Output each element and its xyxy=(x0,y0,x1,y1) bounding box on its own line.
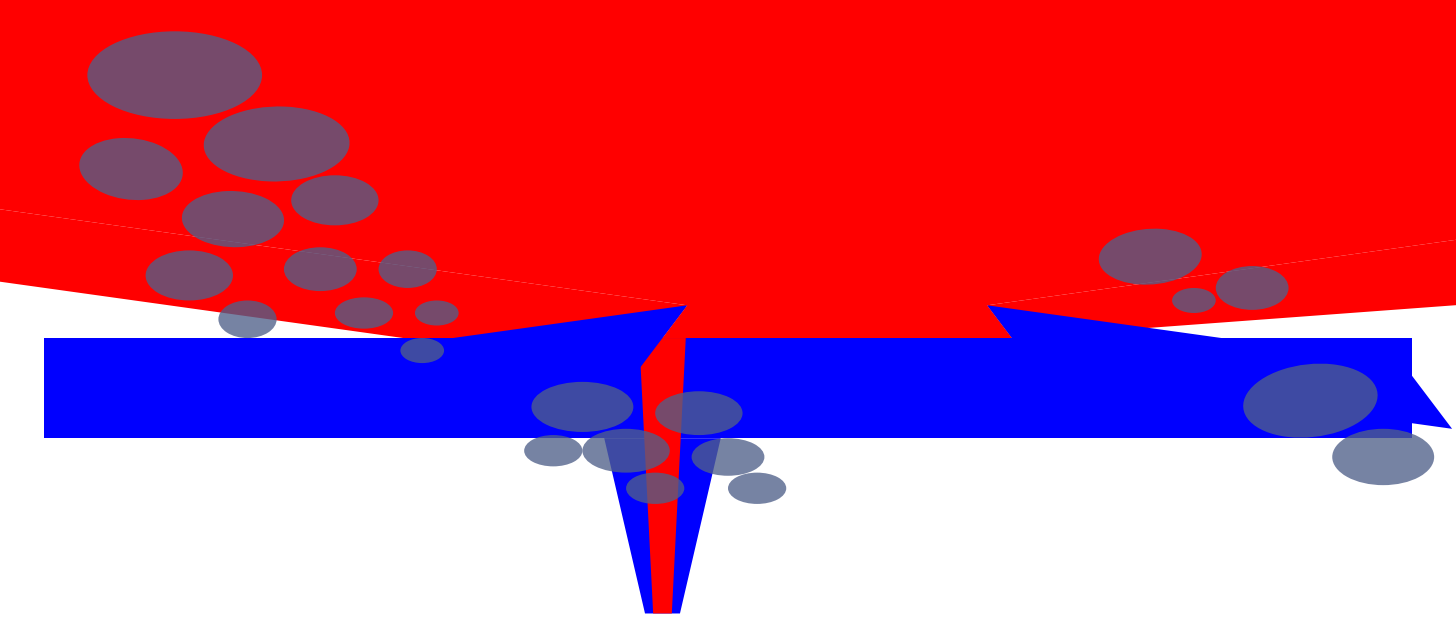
Ellipse shape xyxy=(146,250,233,300)
Ellipse shape xyxy=(182,191,284,247)
Ellipse shape xyxy=(291,175,379,225)
Ellipse shape xyxy=(692,438,764,476)
Ellipse shape xyxy=(379,250,437,288)
Ellipse shape xyxy=(1172,288,1216,313)
Ellipse shape xyxy=(400,338,444,363)
Polygon shape xyxy=(604,438,721,613)
Ellipse shape xyxy=(524,435,582,466)
Polygon shape xyxy=(223,305,687,429)
Ellipse shape xyxy=(415,300,459,326)
Ellipse shape xyxy=(626,473,684,504)
Ellipse shape xyxy=(531,382,633,432)
Ellipse shape xyxy=(87,31,262,119)
Ellipse shape xyxy=(582,429,670,473)
Ellipse shape xyxy=(728,473,786,504)
Ellipse shape xyxy=(204,106,349,182)
Ellipse shape xyxy=(335,297,393,329)
Polygon shape xyxy=(0,0,1456,338)
Polygon shape xyxy=(0,0,687,371)
Bar xyxy=(44,338,1412,438)
Polygon shape xyxy=(987,0,1456,371)
Ellipse shape xyxy=(79,138,183,200)
Ellipse shape xyxy=(1099,228,1201,285)
Polygon shape xyxy=(987,305,1452,429)
Ellipse shape xyxy=(1332,429,1434,485)
Ellipse shape xyxy=(284,247,357,291)
Ellipse shape xyxy=(1243,364,1377,438)
Polygon shape xyxy=(639,338,686,613)
Ellipse shape xyxy=(655,391,743,435)
Ellipse shape xyxy=(1216,266,1289,310)
Ellipse shape xyxy=(218,300,277,338)
